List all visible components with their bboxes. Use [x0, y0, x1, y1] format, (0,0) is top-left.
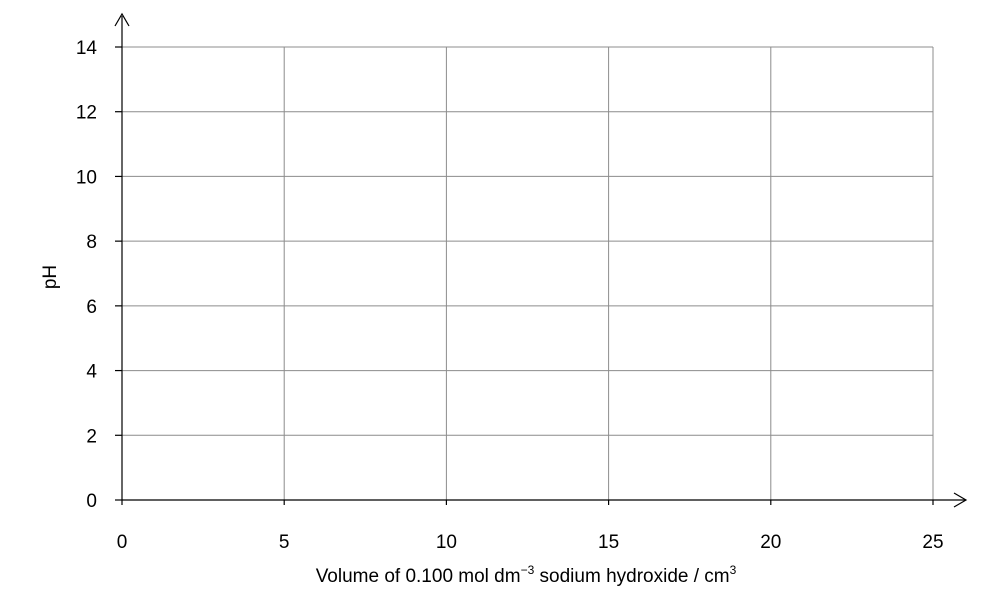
x-axis-title-middle: sodium hydroxide / cm — [534, 566, 729, 587]
y-tick-label: 6 — [86, 297, 97, 318]
y-tick-label: 14 — [76, 38, 98, 59]
y-tick-label: 2 — [86, 426, 97, 447]
y-tick-labels: 0 2 4 6 8 10 12 14 — [76, 38, 122, 512]
y-tick-label: 12 — [76, 103, 97, 124]
x-axis-title: Volume of 0.100 mol dm−3 sodium hydroxid… — [316, 563, 737, 587]
y-tick-label: 0 — [86, 491, 97, 512]
y-axis-arrowhead — [114, 12, 130, 27]
y-tick-label: 4 — [86, 362, 97, 383]
x-tick-label: 0 — [117, 532, 128, 553]
x-tick-label: 20 — [760, 532, 781, 553]
x-tick-label: 5 — [279, 532, 290, 553]
axis-layer — [114, 12, 968, 508]
x-tick-label: 25 — [922, 532, 943, 553]
x-tick-labels: 0 5 10 15 20 25 — [117, 500, 944, 553]
x-tick-label: 15 — [598, 532, 619, 553]
x-axis-title-superscript-2: 3 — [730, 563, 737, 577]
grid-layer — [122, 46, 934, 500]
y-tick-label: 8 — [86, 232, 97, 253]
x-axis-title-prefix: Volume of 0.100 mol dm — [316, 566, 521, 587]
x-axis-title-superscript-1: −3 — [521, 563, 535, 577]
y-tick-label: 10 — [76, 167, 97, 188]
x-tick-label: 10 — [436, 532, 457, 553]
y-axis-title: pH — [40, 265, 61, 289]
x-axis-arrowhead — [953, 492, 968, 508]
